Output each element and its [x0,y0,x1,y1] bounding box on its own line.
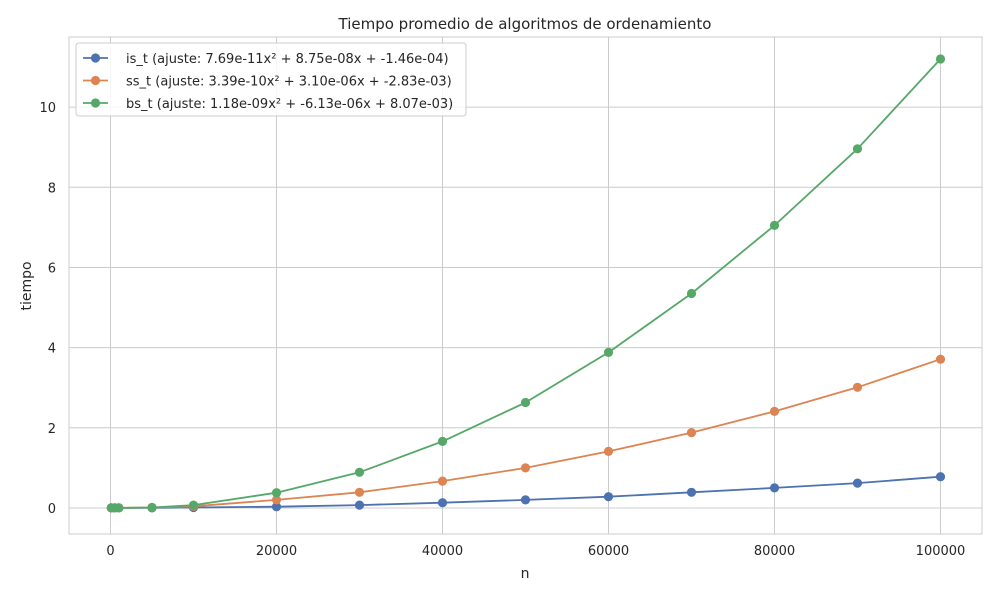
data-point [354,500,365,510]
legend: is_t (ajuste: 7.69e-11x² + 8.75e-08x + -… [75,42,467,117]
x-tick-label: 40000 [422,544,463,559]
data-point [437,476,448,486]
data-point [114,503,124,513]
grid [69,37,982,534]
data-point [271,495,282,505]
legend-dot-marker [90,53,101,63]
y-tick-label: 4 [48,342,56,357]
legend-entry: ss_t (ajuste: 3.39e-10x² + 3.10e-06x + -… [83,75,452,90]
y-tick-label: 6 [48,261,56,276]
y-tick-label: 10 [39,101,56,116]
series-2 [106,54,946,513]
data-point [271,502,282,512]
data-point [437,436,448,446]
x-tick-label: 0 [106,544,114,559]
data-point [437,498,448,508]
chart-title: Tiempo promedio de algoritmos de ordenam… [338,15,712,33]
y-tick-label: 8 [48,181,56,196]
data-point [769,220,780,230]
legend-entries: is_t (ajuste: 7.69e-11x² + 8.75e-08x + -… [83,52,453,112]
data-point [520,495,531,505]
x-axis-label: n [521,566,530,582]
legend-dot-marker [90,98,101,108]
legend-dot-marker [90,75,101,86]
x-tick-labels: 0 20000 40000 60000 80000 100000 [106,544,965,559]
data-point [686,288,697,299]
data-point [188,500,199,510]
data-point [147,502,157,513]
data-point [769,406,780,416]
x-tick-label: 60000 [588,544,629,559]
data-point [935,472,946,482]
x-tick-label: 80000 [754,544,795,559]
legend-box [75,42,467,117]
series-line [111,58,942,509]
data-point [520,463,531,473]
legend-label: ss_t (ajuste: 3.39e-10x² + 3.10e-06x + -… [126,75,452,90]
legend-entry: bs_t (ajuste: 1.18e-09x² + -6.13e-06x + … [83,97,453,112]
data-point [852,478,863,488]
data-point [686,428,697,438]
data-point [852,144,863,154]
data-point [686,487,697,497]
y-tick-labels: 0 2 4 6 8 10 [39,101,56,517]
data-point [354,487,365,497]
data-point [354,467,365,477]
legend-label: bs_t (ajuste: 1.18e-09x² + -6.13e-06x + … [126,97,453,112]
data-point [603,446,614,456]
data-point [769,483,780,493]
data-point [603,492,614,502]
data-point [271,488,282,498]
legend-label: is_t (ajuste: 7.69e-11x² + 8.75e-08x + -… [126,52,449,67]
data-point [852,382,863,392]
data-point [935,54,946,64]
series-layer [106,54,946,513]
y-tick-label: 2 [48,422,56,437]
data-point [520,397,531,408]
x-tick-label: 20000 [256,544,297,559]
plot-frame [68,36,983,535]
legend-entry: is_t (ajuste: 7.69e-11x² + 8.75e-08x + -… [83,52,449,67]
y-tick-label: 0 [48,502,56,517]
y-axis-label: tiempo [19,261,35,310]
data-point [935,354,946,364]
data-point [603,347,614,357]
x-tick-label: 100000 [916,544,966,559]
